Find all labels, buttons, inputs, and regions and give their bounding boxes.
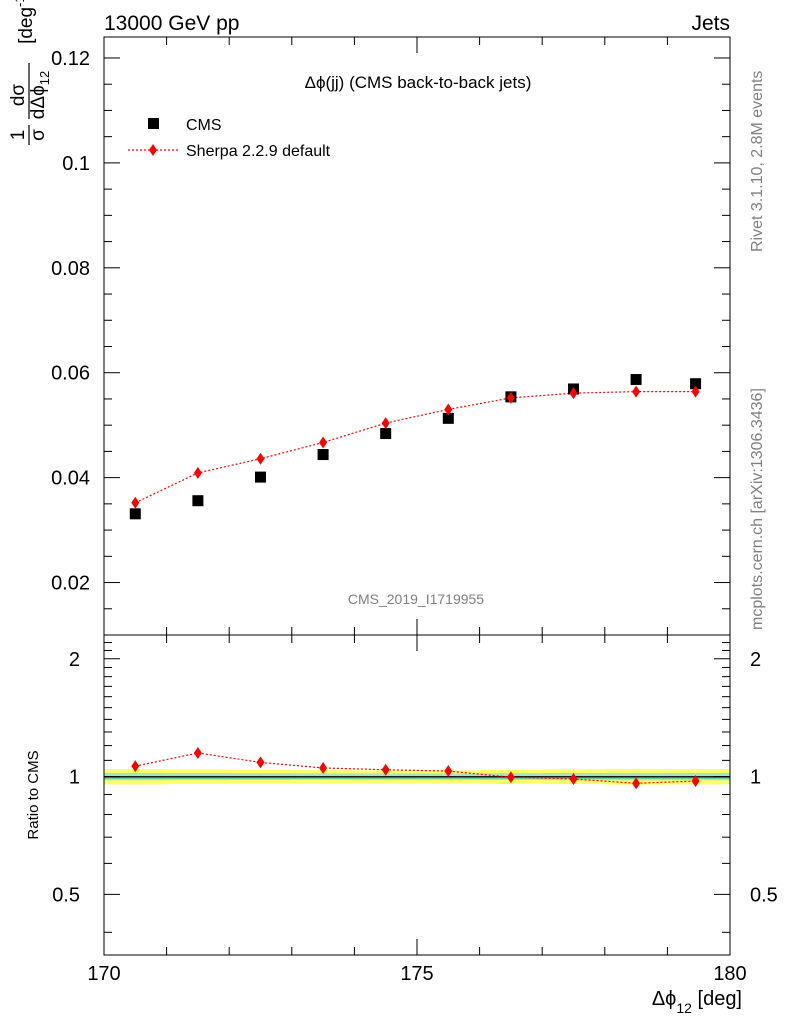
mc-point: [381, 417, 390, 430]
mc-point: [444, 403, 453, 416]
cms-point: [442, 412, 454, 424]
ratio-frame: [103, 634, 731, 956]
svg-text:dΔϕ12: dΔϕ12: [28, 71, 52, 119]
ratio-point: [381, 763, 390, 776]
svg-text:σ: σ: [28, 129, 49, 141]
y-tick-label: 0.02: [51, 573, 90, 595]
mc-point: [256, 452, 265, 465]
cms-point: [255, 471, 266, 483]
mc-point: [131, 496, 140, 509]
x-tick-label: 175: [400, 963, 433, 985]
legend: CMS Sherpa 2.2.9 default: [128, 117, 331, 160]
ratio-data-marks: [131, 746, 700, 790]
ratio-point: [691, 775, 700, 788]
watermark: CMS_2019_I1719955: [348, 591, 484, 607]
mc-line: [135, 391, 696, 504]
mc-point: [506, 391, 515, 404]
cms-point: [690, 378, 702, 390]
ratio-point: [506, 771, 515, 784]
mc-point: [193, 466, 202, 479]
ratio-point: [193, 746, 202, 759]
y-tick-label-right: 1: [750, 767, 761, 789]
main-y-axis-label: 1 σ dσ dΔϕ12 [deg-1]: [8, 0, 52, 145]
ratio-point: [319, 761, 328, 774]
svg-text:dσ: dσ: [8, 84, 29, 107]
ratio-point: [444, 765, 453, 778]
header-left: 13000 GeV pp: [104, 12, 239, 35]
x-tick-label: 170: [87, 963, 120, 985]
mc-point: [691, 385, 700, 398]
main-y-ticks: 0.02 0.04 0.06 0.08 0.1 0.12: [51, 48, 730, 636]
plot-title: Δϕ(jj) (CMS back-to-back jets): [305, 73, 532, 92]
main-x-ticks: [103, 37, 731, 635]
ratio-point: [131, 760, 140, 773]
y-tick-label-right: 2: [750, 649, 761, 671]
side-text-bottom: mcplots.cern.ch [arXiv:1306.3436]: [749, 388, 766, 630]
legend-label-cms: CMS: [186, 117, 222, 134]
header-right: Jets: [691, 12, 730, 35]
y-tick-label-right: 0.5: [750, 884, 778, 906]
mc-point: [319, 436, 328, 449]
cms-point: [129, 508, 141, 520]
x-tick-label: 180: [713, 963, 746, 985]
main-data-marks: [129, 374, 702, 520]
ratio-point: [256, 756, 265, 769]
cms-point: [630, 374, 642, 386]
x-axis-label: Δϕ12 [deg]: [652, 988, 742, 1016]
ratio-line: [135, 752, 696, 784]
y-tick-label: 0.12: [51, 48, 90, 70]
svg-text:1: 1: [8, 130, 29, 141]
y-tick-label: 0.06: [51, 363, 90, 385]
legend-marker-cms: [148, 118, 159, 129]
y-tick-label: 1: [69, 767, 80, 789]
mc-point: [632, 385, 641, 398]
ratio-x-ticks: 170 175 180: [87, 635, 747, 985]
mc-point: [569, 387, 578, 400]
legend-marker-mc: [149, 144, 157, 156]
legend-label-mc: Sherpa 2.2.9 default: [186, 143, 331, 160]
svg-text:[deg-1]: [deg-1]: [12, 0, 37, 44]
ratio-point: [632, 777, 641, 790]
y-tick-label: 0.5: [52, 884, 80, 906]
ratio-y-ticks: 0.5 0.5 1 1 2 2: [52, 642, 778, 933]
ratio-point: [569, 772, 578, 785]
main-panel: 0.02 0.04 0.06 0.08 0.1 0.12 Δϕ(jj) (CMS back…: [8, 0, 731, 636]
y-tick-label: 0.04: [51, 468, 90, 490]
side-text-top: Rivet 3.1.10, 2.8M events: [749, 71, 766, 252]
cms-point: [192, 495, 204, 507]
ratio-y-axis-label: Ratio to CMS: [25, 750, 42, 839]
ratio-panel: 170 175 180 0.5 0.5 1 1 2 2 Ratio to CMS Δϕ12 […: [25, 634, 778, 1016]
y-tick-label: 0.1: [62, 153, 90, 175]
y-tick-label: 2: [69, 649, 80, 671]
cms-point: [380, 428, 392, 440]
cms-point: [317, 449, 329, 461]
y-tick-label: 0.08: [51, 258, 90, 280]
